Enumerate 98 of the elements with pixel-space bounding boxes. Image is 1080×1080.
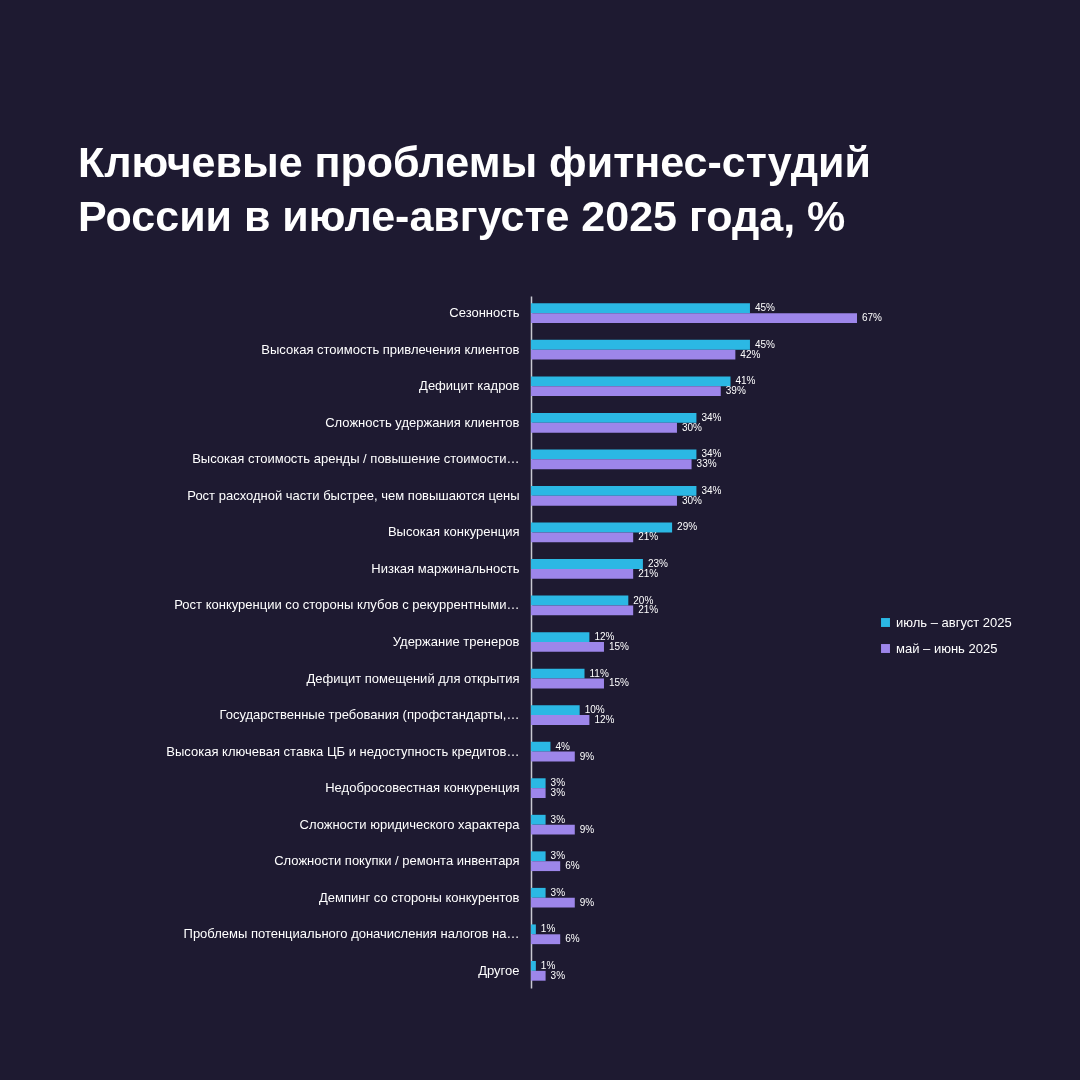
data-label: 34% [701, 411, 722, 423]
data-label: 12% [594, 631, 615, 643]
data-label: 6% [565, 933, 580, 945]
y-tick-label: Дефицит помещений для открытия [306, 670, 520, 686]
data-label: 9% [579, 750, 595, 762]
data-label: 3% [550, 969, 566, 981]
data-label: 9% [579, 823, 595, 835]
bar [531, 559, 643, 569]
bar [531, 861, 561, 872]
data-label: 23% [647, 557, 669, 569]
bar [531, 788, 546, 799]
bar [531, 595, 629, 606]
data-label: 3% [550, 787, 566, 799]
data-label: 10% [584, 704, 605, 716]
y-tick-label: Высокая конкуренция [387, 524, 520, 540]
bar [531, 412, 697, 423]
data-label: 42% [740, 348, 761, 360]
data-label: 34% [701, 484, 722, 496]
data-label: 3% [550, 813, 566, 825]
y-tick-label: Низкая маржинальность [371, 560, 520, 576]
data-label: 30% [681, 421, 703, 433]
y-tick-label: Недобросовестная конкуренция [325, 780, 520, 796]
data-label: 9% [579, 896, 595, 908]
data-label: 6% [565, 860, 580, 872]
data-label: 34% [701, 448, 722, 460]
bar [531, 568, 634, 579]
y-tick-label: Сложности покупки / ремонта инвентаря [274, 853, 520, 869]
y-tick-label: Сезонность [449, 305, 520, 321]
legend-label: июль – август 2025 [896, 614, 1012, 630]
bar [531, 386, 721, 397]
data-label: 11% [589, 667, 609, 679]
bar [531, 705, 580, 716]
bar [531, 897, 575, 908]
bar [531, 376, 731, 387]
bar [531, 532, 634, 543]
data-label: 41% [735, 375, 756, 387]
bar [531, 851, 546, 862]
data-label: 45% [754, 338, 776, 350]
bar [531, 422, 677, 433]
bar [531, 934, 561, 945]
bar [531, 313, 857, 324]
y-tick-label: Высокая стоимость аренды / повышение стоимости… [192, 451, 520, 467]
bar [531, 924, 536, 935]
bar [531, 970, 546, 981]
bar [531, 485, 697, 496]
data-label: 67% [862, 312, 883, 324]
bar [531, 668, 585, 679]
y-tick-label: Удержание тренеров [392, 634, 520, 649]
bar [531, 339, 750, 350]
bar [531, 778, 546, 789]
y-tick-label: Проблемы потенциального доначисления налогов на… [183, 926, 520, 942]
bar [531, 349, 736, 360]
data-label: 1% [540, 959, 556, 971]
bar [531, 741, 551, 752]
y-tick-label: Дефицит кадров [419, 378, 520, 394]
legend-label: май – июнь 2025 [896, 640, 998, 656]
bar [531, 459, 692, 470]
bar [531, 495, 677, 506]
data-label: 21% [638, 604, 659, 616]
data-label: 39% [725, 385, 746, 397]
data-label: 15% [608, 640, 630, 652]
data-label: 3% [550, 850, 566, 862]
data-label: 21% [638, 531, 659, 543]
bar [531, 642, 604, 652]
data-label: 3% [550, 777, 566, 789]
data-label: 4% [555, 740, 571, 752]
data-label: 45% [754, 302, 776, 314]
y-tick-label: Другое [478, 962, 520, 978]
bar [531, 678, 604, 689]
bar [531, 715, 590, 725]
data-label: 1% [540, 923, 556, 935]
y-tick-label: Рост расходной части быстрее, чем повышаются цены [187, 487, 520, 503]
y-tick-label: Демпинг со стороны конкурентов [319, 889, 520, 905]
bar [531, 303, 750, 314]
bar [531, 522, 673, 533]
data-label: 29% [677, 521, 698, 533]
bar [531, 751, 575, 762]
bar [531, 887, 546, 898]
data-label: 12% [594, 714, 615, 726]
bar [531, 632, 590, 642]
data-label: 33% [696, 458, 717, 470]
y-tick-label: Рост конкуренции со стороны клубов с рекуррентными… [174, 597, 520, 613]
y-tick-label: Сложности юридического характера [299, 816, 521, 832]
bar [531, 824, 575, 835]
y-tick-label: Сложность удержания клиентов [325, 414, 520, 430]
bar [531, 960, 536, 971]
bar [531, 605, 634, 616]
data-label: 21% [638, 567, 659, 579]
y-tick-label: Государственные требования (профстандарты,… [219, 707, 520, 723]
data-label: 30% [681, 494, 703, 506]
data-label: 20% [633, 594, 654, 606]
data-label: 15% [608, 677, 630, 689]
bar [531, 449, 697, 460]
bar [531, 814, 546, 825]
y-tick-label: Высокая стоимость привлечения клиентов [261, 341, 520, 357]
y-tick-label: Высокая ключевая ставка ЦБ и недоступность кредитов… [166, 743, 520, 759]
data-label: 3% [550, 886, 566, 898]
chart-title: Ключевые проблемы фитнес-студий России в июле-августе 2025 года, % [78, 138, 871, 240]
